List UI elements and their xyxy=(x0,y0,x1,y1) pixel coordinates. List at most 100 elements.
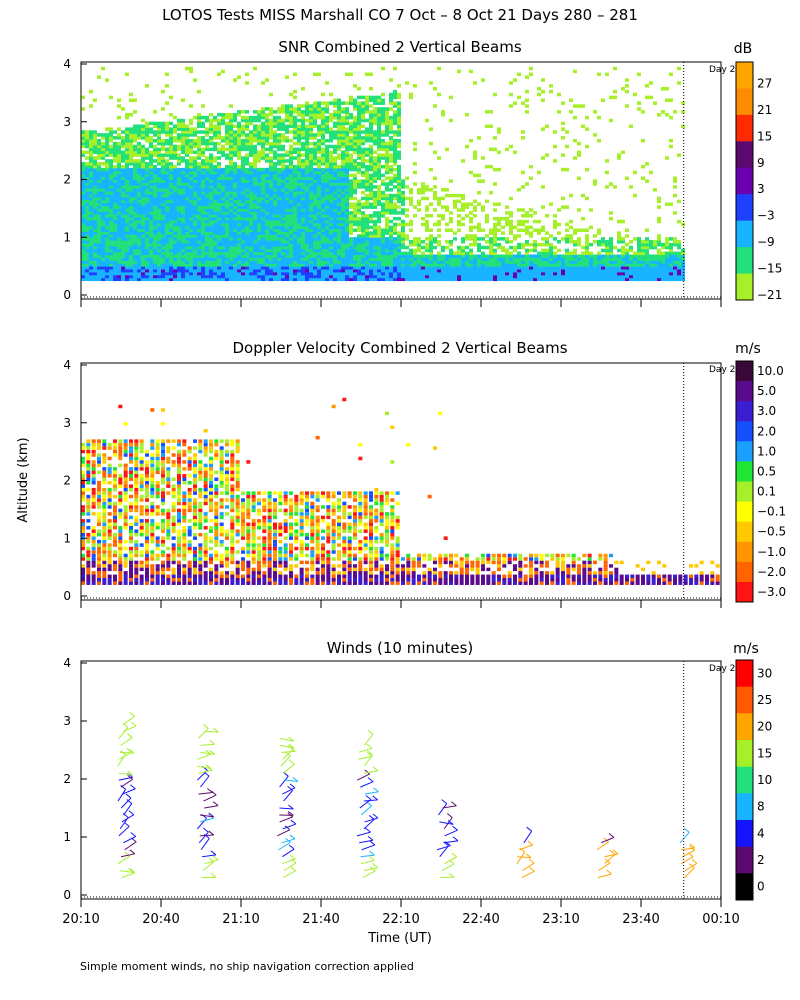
snr-cell xyxy=(189,159,193,163)
snr-cell xyxy=(297,193,301,198)
snr-cell xyxy=(417,199,421,204)
snr-cell xyxy=(201,190,205,195)
snr-cell xyxy=(517,95,521,100)
snr-cell xyxy=(293,133,297,137)
snr-cell xyxy=(393,130,397,134)
snr-cell xyxy=(353,173,357,178)
snr-cell xyxy=(193,144,197,149)
snr-cell xyxy=(213,260,217,264)
snr-cell xyxy=(145,277,149,282)
snr-cell xyxy=(213,124,217,129)
snr-cell xyxy=(285,268,289,273)
snr-cell xyxy=(349,156,353,160)
snr-cell xyxy=(325,188,329,192)
snr-cell xyxy=(365,118,369,123)
snr-cell xyxy=(221,167,225,172)
snr-cell xyxy=(337,124,341,129)
snr-cell xyxy=(345,107,349,111)
snr-cell xyxy=(313,211,317,215)
snr-cell xyxy=(305,182,309,186)
snr-cell xyxy=(269,141,273,146)
snr-cell xyxy=(205,260,209,264)
snr-cell xyxy=(341,257,345,261)
snr-cell xyxy=(329,136,333,140)
snr-cell xyxy=(313,202,317,206)
snr-cell xyxy=(341,248,345,253)
snr-cell xyxy=(277,237,281,241)
snr-cell xyxy=(397,205,401,209)
snr-cell xyxy=(269,136,273,140)
snr-cell xyxy=(373,156,377,160)
snr-cell xyxy=(101,214,105,218)
snr-cell xyxy=(181,228,185,232)
snr-cell xyxy=(293,110,297,114)
snr-cell xyxy=(161,271,165,276)
snr-cell xyxy=(333,225,337,230)
snr-cell xyxy=(221,138,225,143)
snr-cell xyxy=(257,185,261,189)
snr-cell xyxy=(341,199,345,204)
snr-cell xyxy=(201,196,205,201)
snr-cell xyxy=(301,182,305,186)
snr-cell xyxy=(241,156,245,160)
snr-cell xyxy=(465,245,469,250)
snr-cell xyxy=(165,185,169,189)
snr-cell xyxy=(309,248,313,253)
snr-cell xyxy=(433,222,437,227)
snr-cell xyxy=(257,234,261,238)
snr-cell xyxy=(289,248,293,253)
snr-cell xyxy=(345,260,349,264)
snr-cell xyxy=(85,130,89,134)
snr-cell xyxy=(117,263,121,267)
snr-cell xyxy=(321,268,325,273)
snr-cell xyxy=(209,245,213,250)
snr-cell xyxy=(265,211,269,215)
snr-cell xyxy=(309,254,313,258)
snr-cell xyxy=(117,266,121,270)
snr-cell xyxy=(109,231,113,235)
snr-cell xyxy=(189,277,193,282)
snr-cell xyxy=(305,112,309,117)
snr-cell xyxy=(357,104,361,108)
snr-cell xyxy=(193,173,197,178)
snr-cell xyxy=(157,141,161,146)
snr-cell xyxy=(161,89,165,94)
snr-cell xyxy=(185,228,189,232)
snr-cell xyxy=(185,164,189,169)
snr-cell xyxy=(125,211,129,215)
snr-cell xyxy=(161,173,165,178)
snr-cell xyxy=(301,274,305,279)
snr-cell xyxy=(337,147,341,152)
snr-cell xyxy=(173,202,177,206)
snr-cell xyxy=(325,245,329,250)
snr-cell xyxy=(93,199,97,204)
snr-cell xyxy=(149,245,153,250)
snr-cell xyxy=(201,271,205,276)
snr-cell xyxy=(297,136,301,140)
snr-cell xyxy=(201,234,205,238)
snr-cell xyxy=(213,179,217,183)
snr-cell xyxy=(473,214,477,218)
snr-cell xyxy=(293,72,297,77)
snr-cell xyxy=(185,268,189,273)
snr-cell xyxy=(169,162,173,166)
snr-cell xyxy=(233,266,237,270)
snr-cell xyxy=(321,156,325,160)
snr-cell xyxy=(237,182,241,186)
snr-cell xyxy=(301,112,305,117)
snr-cell xyxy=(173,251,177,256)
snr-cell xyxy=(145,211,149,215)
snr-cell xyxy=(133,167,137,172)
snr-cell xyxy=(333,214,337,218)
snr-cell xyxy=(217,136,221,140)
snr-cell xyxy=(149,231,153,235)
snr-cell xyxy=(329,251,333,256)
snr-cell xyxy=(345,185,349,189)
snr-cell xyxy=(125,162,129,166)
snr-cell xyxy=(249,173,253,178)
snr-cell xyxy=(141,176,145,180)
snr-cell xyxy=(317,188,321,192)
snr-cell xyxy=(265,78,269,82)
snr-cell xyxy=(245,185,249,189)
snr-cell xyxy=(125,130,129,134)
